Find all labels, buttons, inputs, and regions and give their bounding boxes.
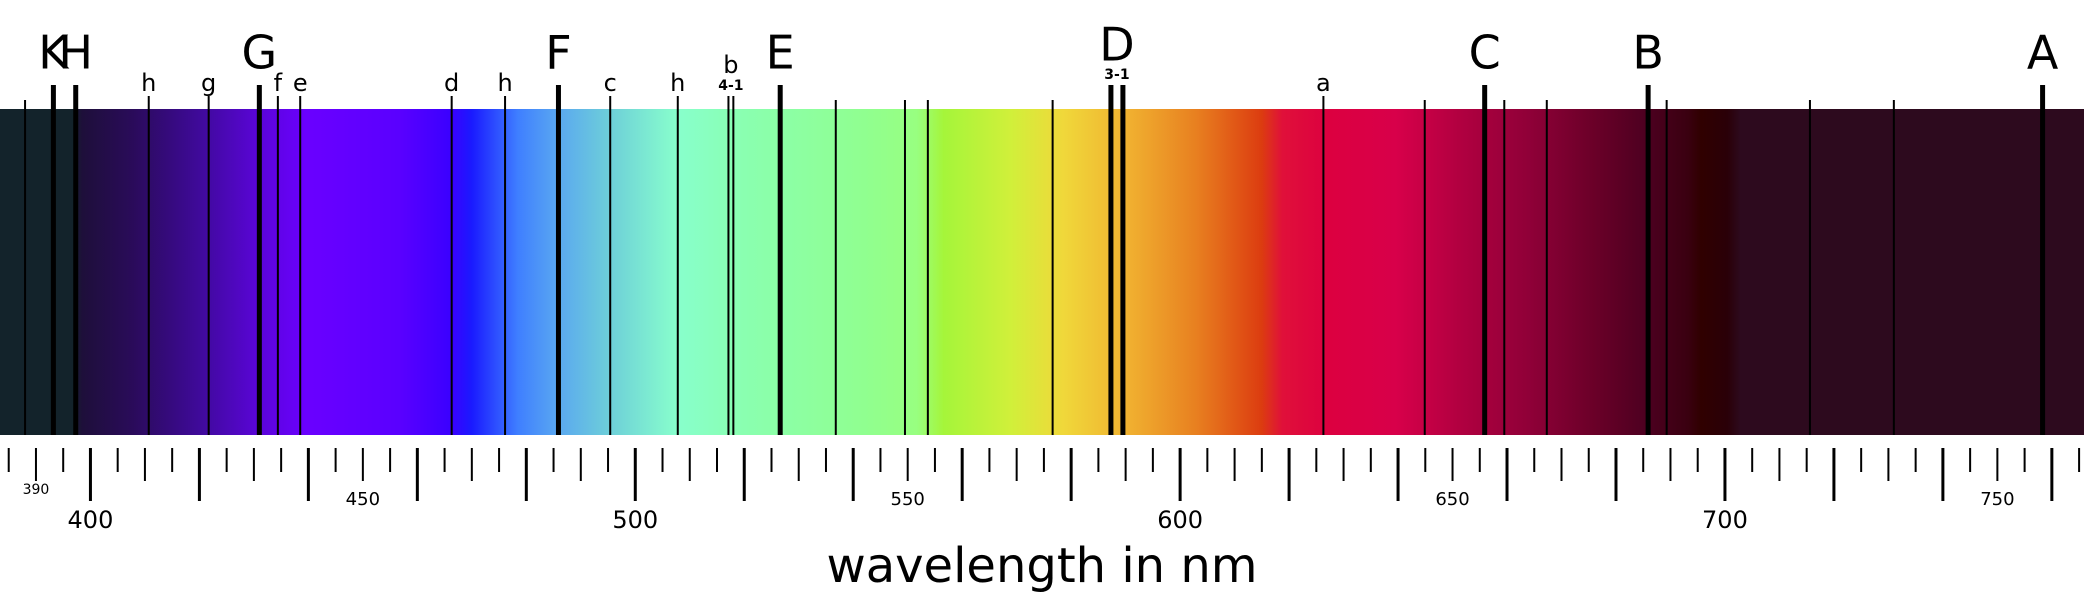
x-tick-label: 650 bbox=[1435, 489, 1469, 510]
line-label: F bbox=[545, 26, 571, 80]
line-label: h bbox=[670, 69, 685, 97]
line-label: b bbox=[723, 51, 738, 79]
line-label: E bbox=[766, 26, 795, 80]
line-label: h bbox=[141, 69, 156, 97]
x-tick-label: 600 bbox=[1157, 506, 1203, 534]
line-sublabel: 3-1 bbox=[1104, 67, 1129, 83]
line-label: D bbox=[1099, 18, 1134, 72]
x-tick-label: 550 bbox=[891, 489, 925, 510]
x-tick-label: 750 bbox=[1980, 489, 2014, 510]
line-label: h bbox=[497, 69, 512, 97]
line-label: H bbox=[58, 26, 93, 80]
x-tick-label: 400 bbox=[68, 506, 114, 534]
line-label: e bbox=[293, 69, 308, 97]
x-tick-label: 390 bbox=[23, 482, 50, 498]
line-label: c bbox=[604, 69, 617, 97]
line-label: K bbox=[38, 26, 70, 80]
line-label: f bbox=[274, 69, 283, 97]
x-axis-label: wavelength in nm bbox=[826, 538, 1257, 594]
line-label: C bbox=[1469, 26, 1501, 80]
line-label: g bbox=[201, 69, 216, 97]
line-label: A bbox=[2027, 26, 2059, 80]
x-tick-label: 500 bbox=[612, 506, 658, 534]
line-label: d bbox=[444, 69, 459, 97]
line-sublabel: 4-1 bbox=[718, 78, 743, 94]
spectrum-band bbox=[0, 109, 2084, 435]
x-tick-label: 450 bbox=[346, 489, 380, 510]
line-label: B bbox=[1632, 26, 1664, 80]
line-label: G bbox=[242, 26, 278, 80]
line-label: a bbox=[1316, 69, 1331, 97]
x-tick-label: 700 bbox=[1702, 506, 1748, 534]
